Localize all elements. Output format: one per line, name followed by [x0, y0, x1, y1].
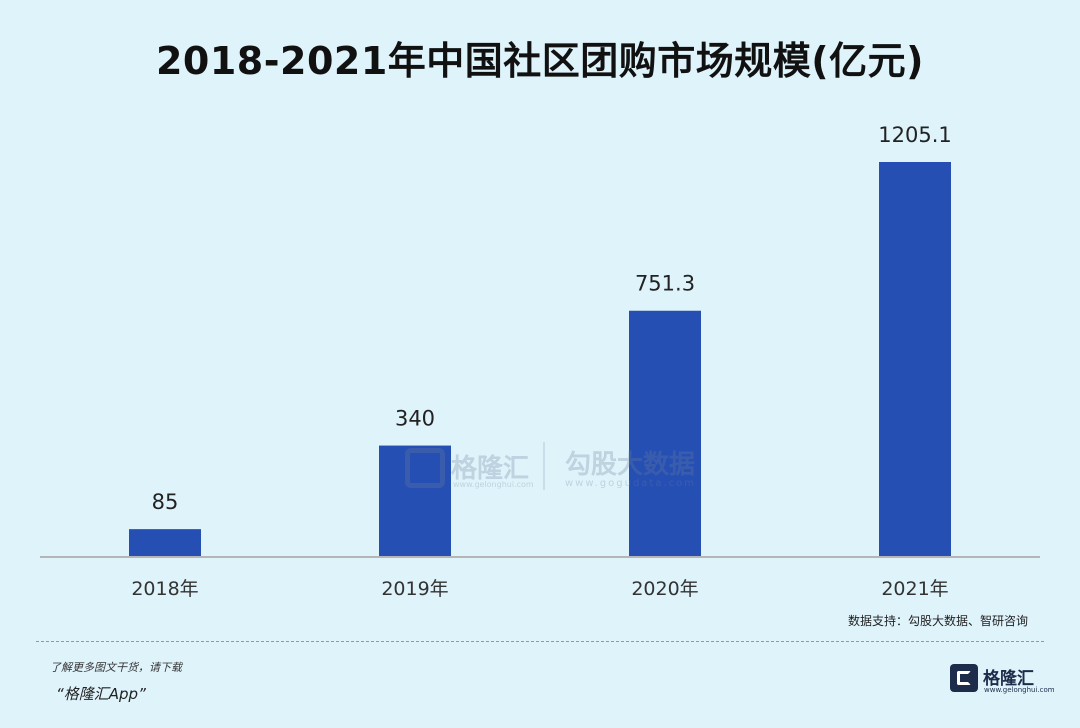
- bar-3: [879, 162, 951, 557]
- x-tick-label-1: 2019年: [381, 578, 448, 600]
- promo-app-name: “格隆汇App”: [56, 685, 146, 703]
- x-tick-label-3: 2021年: [881, 578, 948, 600]
- promo-text: 了解更多图文干货，请下载: [50, 661, 182, 674]
- data-label-1: 340: [395, 407, 435, 431]
- bar-1: [379, 445, 451, 557]
- data-label-2: 751.3: [635, 272, 695, 296]
- divider: [36, 641, 1044, 642]
- data-source: 数据支持：勾股大数据、智研咨询: [847, 614, 1028, 628]
- chart-title: 2018-2021年中国社区团购市场规模(亿元): [155, 39, 925, 83]
- logo-text: 格隆汇: [983, 669, 1034, 689]
- logo-site: www.gelonghui.com: [984, 686, 1055, 694]
- x-tick-label-2: 2020年: [631, 578, 698, 600]
- data-label-3: 1205.1: [878, 123, 951, 147]
- bar-2: [629, 310, 701, 557]
- gelonghui-g-icon: [950, 664, 978, 692]
- x-tick-label-0: 2018年: [131, 578, 198, 600]
- footer-logo: 格隆汇 www.gelonghui.com: [950, 660, 1055, 696]
- bar-0: [129, 529, 201, 557]
- data-label-0: 85: [152, 490, 179, 514]
